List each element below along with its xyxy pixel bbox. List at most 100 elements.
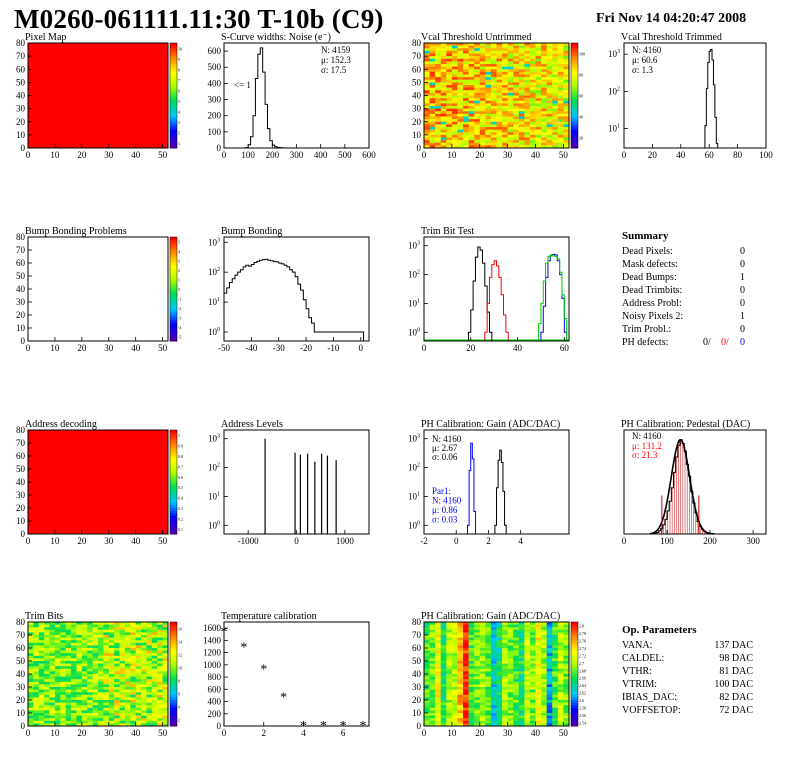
heatmap-cell <box>463 650 469 654</box>
heatmap-cell <box>141 720 147 724</box>
x-tick-label: 40 <box>131 343 141 353</box>
heatmap-cell <box>119 655 126 659</box>
heatmap-cell <box>429 137 436 141</box>
heatmap-cell <box>513 100 520 104</box>
heatmap-cell <box>529 687 536 690</box>
heatmap-cell <box>507 56 514 60</box>
heatmap-cell <box>440 653 447 657</box>
heatmap-cells <box>424 43 570 149</box>
heatmap-cell <box>446 629 453 633</box>
heatmap-cell <box>524 87 531 91</box>
heatmap-cell <box>463 129 469 133</box>
heatmap-cell <box>119 715 126 719</box>
heatmap-cell <box>451 697 458 701</box>
heatmap-cell <box>451 723 458 727</box>
heatmap-cell <box>157 640 163 644</box>
color-scale-cell <box>170 720 177 724</box>
op-title: Op. Parameters <box>622 624 697 636</box>
heatmap-cell <box>524 707 531 711</box>
heatmap-cell <box>557 687 564 690</box>
heatmap-cell <box>557 106 564 109</box>
heatmap-cell <box>474 61 481 65</box>
heatmap-cell <box>490 684 497 688</box>
heatmap-cell <box>135 653 142 657</box>
heatmap-cell <box>451 702 458 706</box>
heatmap-cell <box>87 705 93 709</box>
heatmap-cell <box>529 103 536 107</box>
heatmap-cell <box>424 87 430 91</box>
heatmap-cell <box>124 655 131 659</box>
heatmap-cell <box>440 116 447 120</box>
x-tick-label: 80 <box>733 150 743 160</box>
heatmap-cell <box>474 663 481 667</box>
heatmap-cell <box>119 676 126 680</box>
heatmap-cell <box>141 674 147 677</box>
heatmap-cell <box>119 720 126 724</box>
heatmap-cell <box>92 720 99 724</box>
data-point: * <box>260 662 267 677</box>
x-tick-label: 20 <box>475 728 485 738</box>
heatmap-cell <box>513 145 520 149</box>
heatmap-cell <box>81 629 88 633</box>
heatmap-cell <box>65 681 72 685</box>
heatmap-cell <box>552 48 559 52</box>
heatmap-cell <box>440 692 447 696</box>
heatmap-cell <box>141 653 147 657</box>
y-tick-label: 50 <box>16 77 26 87</box>
heatmap-cell <box>440 145 447 149</box>
heatmap-cell <box>490 707 497 711</box>
heatmap-cell <box>457 713 464 716</box>
heatmap-cell <box>162 692 169 696</box>
heatmap-cell <box>529 689 536 693</box>
heatmap-cell <box>440 61 447 65</box>
op-value: 82 DAC <box>719 692 753 703</box>
heatmap-cell <box>502 48 508 52</box>
heatmap-cell <box>557 43 564 46</box>
heatmap-cell <box>496 71 503 75</box>
chart-ph-gain-map: PH Calibration: Gain (ADC/DAC)2.82.782.7… <box>412 611 586 738</box>
heatmap-cell <box>103 723 110 727</box>
heatmap-cell <box>446 61 453 65</box>
heatmap-cell <box>463 700 469 703</box>
heatmap-cell <box>485 113 492 117</box>
heatmap-cell <box>518 702 525 706</box>
summary-label: Dead Trimbits: <box>622 285 682 296</box>
y-tick-label: 20 <box>16 695 26 705</box>
heatmap-cell <box>124 707 131 711</box>
heatmap-cell <box>157 694 163 698</box>
heatmap-cell <box>563 129 570 133</box>
heatmap-cell <box>146 674 153 677</box>
heatmap-cell <box>457 134 464 138</box>
x-tick-label: 30 <box>503 728 513 738</box>
heatmap-cell <box>424 106 430 109</box>
heatmap-cell <box>457 71 464 75</box>
heatmap-cell <box>98 629 104 633</box>
heatmap-cell <box>541 648 547 651</box>
color-scale-cell <box>571 697 578 701</box>
heatmap-cell <box>429 92 436 96</box>
heatmap-cell <box>435 116 442 120</box>
heatmap-cell <box>76 658 83 662</box>
heatmap-cell <box>429 689 436 693</box>
heatmap-cell <box>135 661 142 664</box>
heatmap-cell <box>424 715 430 719</box>
heatmap-cell <box>98 707 104 711</box>
heatmap-cell <box>457 632 464 636</box>
stat-line: N: 4160 <box>632 45 662 55</box>
color-scale-cell <box>170 283 177 287</box>
heatmap-cell <box>546 53 553 57</box>
heatmap-cell <box>44 723 50 727</box>
heatmap-cell <box>502 108 508 112</box>
color-scale-cell <box>170 482 177 486</box>
heatmap-cell <box>485 655 492 659</box>
heatmap-cell <box>457 684 464 688</box>
y-tick-label: 70 <box>412 630 422 640</box>
summary-label: Noisy Pixels 2: <box>622 311 683 322</box>
y-tick-label: 70 <box>16 630 26 640</box>
heatmap-cell <box>435 687 442 690</box>
heatmap-cell <box>507 692 514 696</box>
heatmap-cell <box>130 702 136 706</box>
heatmap-cell <box>535 658 542 662</box>
heatmap-cell <box>457 145 464 149</box>
